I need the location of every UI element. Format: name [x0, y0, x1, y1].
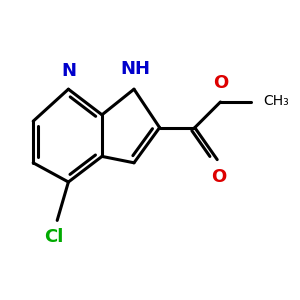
Text: N: N [61, 61, 76, 80]
Text: O: O [211, 168, 226, 186]
Text: NH: NH [121, 60, 151, 78]
Text: O: O [213, 74, 228, 92]
Text: Cl: Cl [44, 228, 64, 246]
Text: CH₃: CH₃ [264, 94, 290, 108]
